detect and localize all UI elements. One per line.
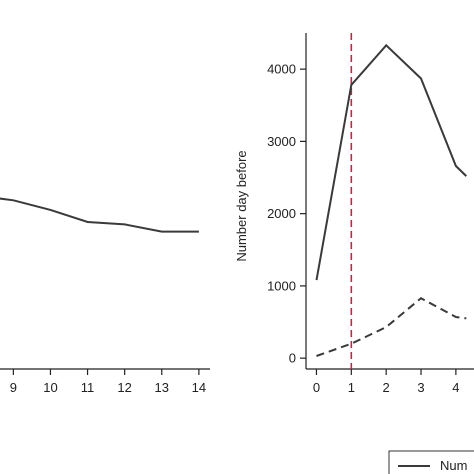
right-series-dashed-line	[316, 296, 467, 357]
right-x-ticks: 0 1 2 3 4	[313, 369, 459, 395]
right-y-tick-label: 0	[289, 351, 296, 366]
right-y-tick-label: 4000	[267, 62, 296, 77]
right-x-tick-label: 0	[313, 380, 320, 395]
legend: Num	[388, 450, 474, 474]
right-y-axis-title: Number day before	[234, 150, 249, 261]
legend-box	[388, 450, 474, 474]
left-panel: 9 10 11 12 13 14	[0, 197, 210, 395]
right-x-tick-label: 2	[383, 380, 390, 395]
right-y-ticks: 0 1000 2000 3000 4000	[267, 62, 306, 366]
right-x-tick-label: 4	[452, 380, 459, 395]
right-panel: 0 1000 2000 3000 4000 0 1 2 3 4 Number day befor…	[234, 33, 474, 395]
right-y-tick-label: 1000	[267, 278, 296, 293]
right-series-solid-line	[315, 43, 467, 281]
right-x-tick-label: 3	[417, 380, 424, 395]
left-x-tick-label: 11	[81, 380, 95, 395]
left-x-tick-label: 12	[117, 380, 131, 395]
left-series-line	[0, 197, 199, 233]
left-x-tick-label: 9	[10, 380, 17, 395]
left-x-tick-label: 10	[43, 380, 57, 395]
right-y-tick-label: 2000	[267, 206, 296, 221]
right-y-tick-label: 3000	[267, 134, 296, 149]
right-x-tick-label: 1	[348, 380, 355, 395]
left-x-tick-label: 13	[155, 380, 169, 395]
left-x-tick-label: 14	[192, 380, 206, 395]
left-x-ticks: 9 10 11 12 13 14	[10, 369, 206, 395]
legend-label: Num	[440, 458, 467, 473]
